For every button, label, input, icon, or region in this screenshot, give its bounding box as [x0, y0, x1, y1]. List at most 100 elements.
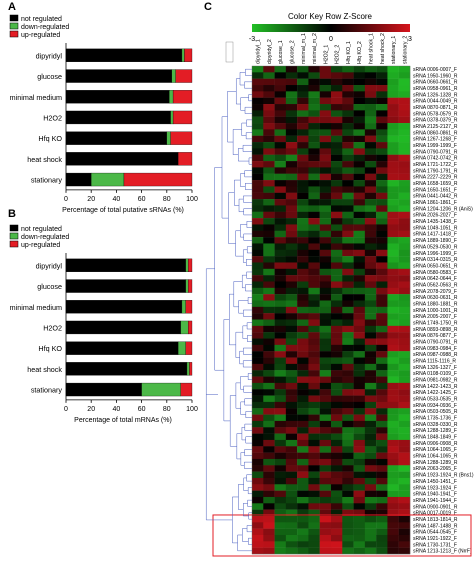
heatmap-cell [331, 173, 343, 181]
heatmap-cell [274, 300, 287, 308]
heatmap-cell [308, 547, 320, 555]
heatmap-cell [274, 104, 287, 111]
heatmap-cell [263, 268, 275, 276]
panel-b-bar-segment [189, 362, 193, 376]
heatmap-cell [274, 167, 287, 174]
heatmap-cell [274, 161, 287, 168]
heatmap-cell [364, 414, 377, 422]
panel-b-legend-swatch-2 [9, 240, 19, 248]
heatmap-cell [297, 547, 309, 555]
row-label: sRNA 0906-0908_R [413, 441, 458, 447]
heatmap-cell [364, 319, 377, 327]
heatmap-cell [376, 211, 388, 219]
heatmap-cell [331, 471, 343, 479]
color-key-tick-label: -3 [249, 36, 255, 43]
heatmap-cell [331, 85, 343, 92]
heatmap-cell [398, 129, 411, 136]
heatmap-cell [263, 97, 275, 105]
column-label: Hfq KO_1 [346, 41, 352, 64]
heatmap-cell [342, 66, 354, 73]
panel-b-legend-swatch-1 [9, 232, 19, 240]
heatmap-cell [252, 465, 264, 472]
heatmap-cell [252, 110, 264, 117]
heatmap-cell [263, 363, 275, 371]
heatmap-cell [252, 85, 264, 92]
heatmap-cell [297, 382, 309, 390]
heatmap-cell [308, 154, 320, 162]
heatmap-cell [376, 129, 388, 136]
heatmap-cell [297, 528, 309, 536]
heatmap-cell [331, 496, 343, 504]
heatmap-cell [331, 547, 343, 555]
heatmap-cell [252, 515, 264, 523]
heatmap-cell [364, 91, 377, 98]
heatmap-cell [398, 66, 411, 73]
heatmap-cell [353, 496, 366, 504]
heatmap-cell [387, 420, 399, 428]
heatmap-cell [263, 237, 275, 244]
heatmap-cell [387, 180, 399, 187]
panel-b-bar-segment [181, 300, 186, 314]
heatmap-cell [387, 268, 399, 276]
heatmap-cell [308, 91, 320, 98]
heatmap-cell [285, 224, 298, 231]
heatmap-cell [353, 509, 366, 517]
heatmap-cell [398, 211, 411, 219]
heatmap-cell [274, 414, 287, 422]
heatmap-cell [319, 534, 332, 542]
heatmap-cell [376, 471, 388, 479]
heatmap-cell [263, 116, 275, 124]
row-label: sRNA 1921-1922_F [413, 536, 457, 542]
heatmap-cell [297, 154, 309, 162]
heatmap-cell [252, 154, 264, 162]
heatmap-cell [319, 281, 332, 289]
heatmap-cell [252, 142, 264, 149]
panel-a-bar-segment [65, 48, 183, 62]
heatmap-cell [308, 338, 320, 346]
row-label: sRNA 1923-1924_R (Bns1) [413, 473, 474, 479]
heatmap-cell [319, 116, 332, 124]
panel-a-bar-segment [169, 90, 174, 104]
heatmap-cell [274, 319, 287, 327]
heatmap-cell [331, 313, 343, 320]
row-label: sRNA 1889-1890_F [413, 238, 457, 244]
heatmap-cell [252, 534, 264, 542]
heatmap-cell [319, 541, 332, 548]
heatmap-cell [319, 496, 332, 504]
heatmap-cell [398, 509, 411, 517]
heatmap-cell [252, 205, 264, 212]
heatmap-cell [364, 211, 377, 219]
row-label: sRNA 0328-0330_R [413, 422, 458, 428]
row-label: sRNA 1450-1451_F [413, 479, 457, 485]
heatmap-cell [263, 256, 275, 263]
heatmap-cell [364, 439, 377, 447]
heatmap-cell [387, 414, 399, 422]
row-label: sRNA 1996-1999_F [413, 251, 457, 257]
heatmap-cell [274, 199, 287, 206]
heatmap-cell [285, 363, 298, 371]
heatmap-cell [387, 129, 399, 136]
heatmap-cell [263, 332, 275, 339]
panel-b-category-label: heat shock [27, 365, 62, 374]
heatmap-cell [319, 199, 332, 206]
heatmap-cell [285, 104, 298, 111]
heatmap-cell [353, 249, 366, 257]
heatmap-cell [252, 370, 264, 377]
heatmap-cell [274, 357, 287, 365]
heatmap-cell [285, 154, 298, 162]
heatmap-cell [398, 256, 411, 263]
panel-a-x-tick-label: 0 [64, 196, 68, 203]
heatmap-cell [252, 452, 264, 460]
heatmap-cell [308, 490, 320, 498]
heatmap-cell [398, 547, 411, 555]
heatmap-cell [387, 376, 399, 384]
heatmap-cell [252, 357, 264, 365]
heatmap-cell [353, 154, 366, 162]
heatmap-cell [263, 528, 275, 536]
heatmap-cell [331, 503, 343, 510]
heatmap-cell [297, 477, 309, 485]
panel-a-bar-segment [172, 110, 193, 125]
heatmap-cell [364, 484, 377, 491]
heatmap-cell [263, 275, 275, 282]
heatmap-cell [263, 465, 275, 472]
